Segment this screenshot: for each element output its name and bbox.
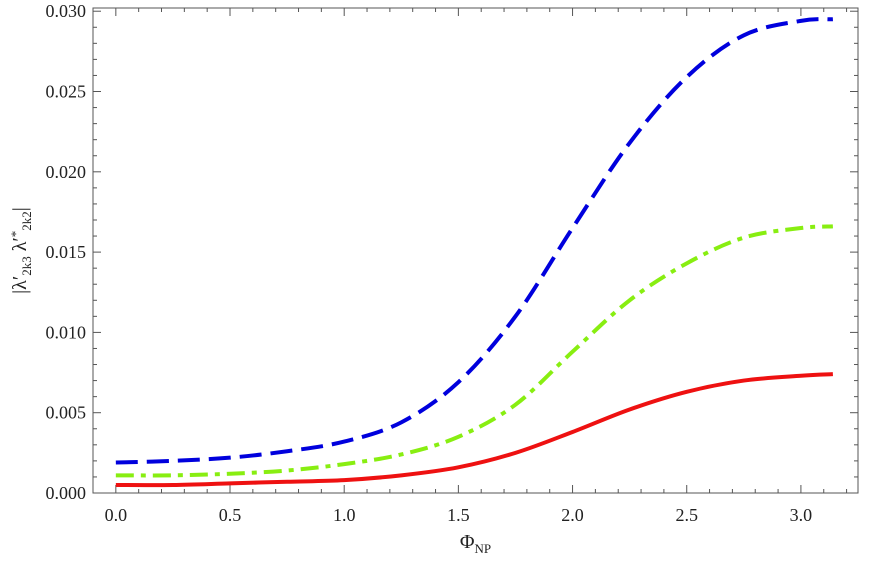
x-tick-label: 0.0 [105,505,128,525]
x-tick-label: 1.5 [447,505,470,525]
series-line-dashed [115,17,833,465]
y-tick-label: 0.020 [46,162,87,182]
plot-frame [92,7,859,494]
x-tick-label: 2.5 [675,505,698,525]
y-tick-label: 0.000 [46,483,87,503]
x-tick-label: 0.5 [219,505,242,525]
y-tick-label: 0.010 [46,322,87,342]
y-tick-label: 0.015 [46,242,87,262]
y-axis-ticks: 0.000 0.005 0.010 0.015 0.020 0.025 0.030 [46,1,858,503]
x-tick-label: 3.0 [790,505,813,525]
y-tick-label: 0.005 [46,403,87,423]
series-line-solid [115,372,833,488]
series-line-dashdot [115,224,833,478]
x-tick-label: 2.0 [561,505,584,525]
x-axis-title: ΦNP [460,531,491,556]
y-axis-title: |λ′2k3 λ′*2k2| [8,207,34,294]
y-tick-label: 0.030 [46,1,87,21]
y-tick-label: 0.025 [46,82,87,102]
x-tick-label: 1.0 [333,505,356,525]
x-axis-ticks: 0.0 0.5 1.0 1.5 2.0 2.5 3.0 [105,8,848,525]
series-layer [115,17,833,488]
